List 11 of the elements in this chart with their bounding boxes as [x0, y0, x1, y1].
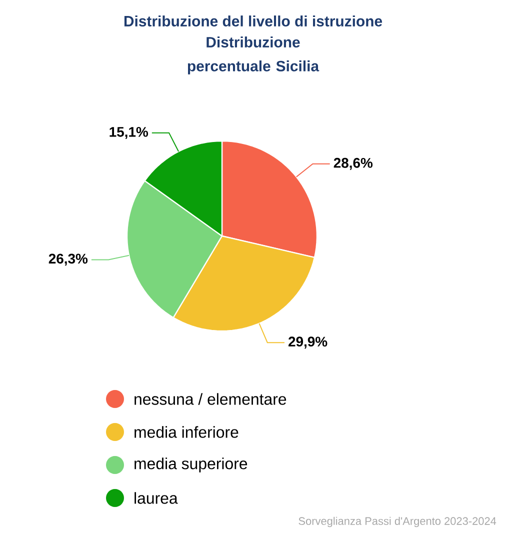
data-label: 26,3% — [48, 254, 88, 266]
legend-label: laurea — [134, 492, 178, 504]
chart-subtitle: Distribuzione percentuale Sicilia — [188, 36, 320, 74]
legend-label: media inferiore — [134, 426, 238, 438]
data-label: 29,9% — [288, 336, 328, 349]
data-label: 15,1% — [110, 126, 148, 139]
data-label: 28,6% — [334, 158, 373, 170]
legend-label: media superiore — [134, 458, 248, 472]
legend-label: nessuna / elementare — [134, 393, 286, 405]
text: Sorveglianza Passi d'Argento 2023-2024 — [298, 516, 496, 528]
chart-title: Distribuzione del livello di istruzione — [124, 16, 382, 26]
